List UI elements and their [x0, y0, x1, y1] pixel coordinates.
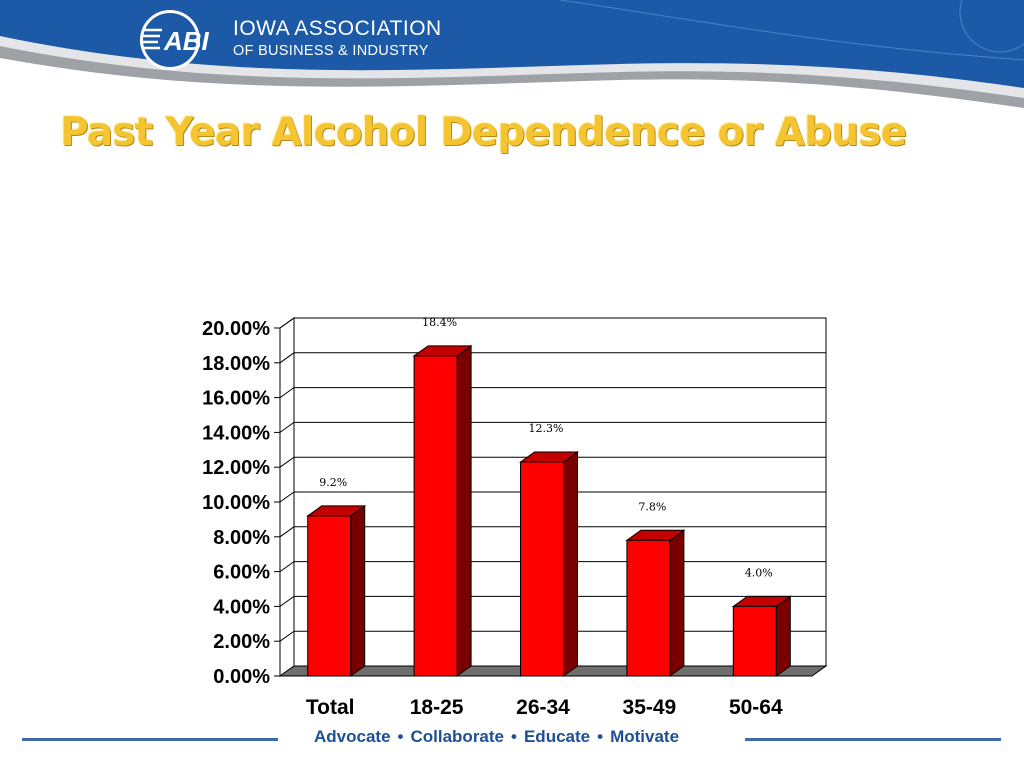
x-tick-label: 35-49 [623, 696, 677, 719]
y-tick-label: 10.00% [202, 492, 270, 514]
y-tick-label: 12.00% [202, 457, 270, 479]
header-wave-graphic: ABI [0, 0, 1024, 108]
y-tick-label: 6.00% [213, 562, 270, 584]
tagline-separator: • [511, 727, 517, 746]
data-label: 18.4% [422, 316, 457, 329]
y-tick-label: 8.00% [213, 527, 270, 549]
abi-logo: ABI [163, 26, 210, 56]
bar-Total [307, 515, 352, 677]
header-banner: ABI [0, 0, 1024, 130]
gridline [279, 317, 826, 329]
gridline [279, 387, 826, 399]
y-tick-label: 14.00% [202, 422, 270, 444]
bar-side-Total [350, 504, 366, 677]
org-name-line2: OF BUSINESS & INDUSTRY [233, 43, 429, 59]
bar-50-64 [732, 605, 777, 677]
bar-side-26-34 [563, 451, 578, 677]
bar-side-50-64 [775, 595, 791, 677]
data-label: 4.0% [745, 566, 773, 579]
tagline-advocate: Advocate [314, 727, 391, 746]
tagline-separator: • [397, 727, 404, 746]
x-tick-label: Total [306, 696, 355, 719]
x-tick-label: 18-25 [410, 696, 464, 719]
y-tick-label: 18.00% [202, 353, 270, 375]
bar-side-18-25 [456, 344, 472, 677]
y-tick-label: 16.00% [202, 388, 270, 410]
gridline [279, 421, 826, 433]
tagline-educate: Educate [523, 727, 591, 746]
tagline-motivate: Motivate [610, 727, 680, 746]
y-tick-label: 20.00% [202, 318, 270, 340]
gridline [279, 491, 826, 503]
footer-divider-right [745, 738, 1001, 741]
tagline-separator: • [597, 727, 604, 746]
bar-26-34 [520, 461, 564, 677]
footer-tagline: Advocate • Collaborate • Educate • Motivate [314, 727, 679, 747]
y-tick-label: 4.00% [213, 596, 270, 618]
y-tick-label: 2.00% [213, 631, 270, 653]
slide-title: Past Year Alcohol Dependence or Abuse [60, 110, 907, 155]
bar-side-35-49 [669, 529, 685, 677]
x-tick-label: 26-34 [516, 696, 570, 719]
tagline-collaborate: Collaborate [410, 727, 505, 746]
gridline [279, 456, 826, 468]
footer-divider-left [22, 738, 278, 741]
x-tick-label: 50-64 [729, 696, 783, 719]
bar-35-49 [626, 539, 671, 677]
gridline [279, 526, 826, 538]
y-tick-label: 0.00% [213, 666, 270, 688]
data-label: 12.3% [529, 422, 564, 435]
gridline [279, 352, 826, 364]
bar-18-25 [413, 355, 458, 677]
data-label: 7.8% [638, 500, 666, 513]
org-name-line1: IOWA ASSOCIATION [233, 17, 442, 40]
data-label: 9.2% [319, 476, 347, 489]
